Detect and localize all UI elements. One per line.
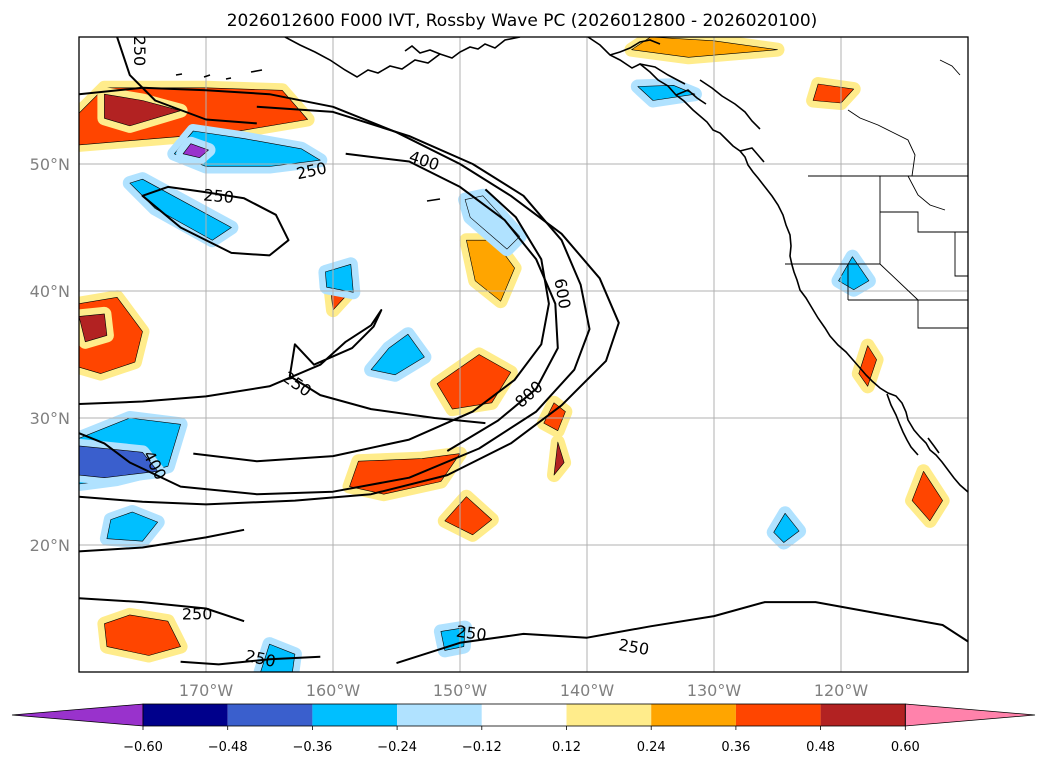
colorbar-segment — [735, 704, 821, 726]
ivt-contour-250 — [79, 528, 245, 553]
colorbar: −0.60 −0.48 −0.36 −0.24 −0.12 0.12 0.24 0.36 0.4… — [11, 703, 1036, 755]
lon-tick-label: 150°W — [433, 681, 488, 700]
colorbar-frame — [142, 703, 906, 727]
ivt-shading-layer — [79, 37, 950, 672]
ivt-neg-region-1 — [182, 143, 209, 158]
lat-tick-label: 20°N — [30, 536, 70, 555]
lon-tick-label: 130°W — [687, 681, 742, 700]
contour-label: 250 — [182, 605, 213, 624]
ivt-contour-250 — [79, 86, 620, 506]
colorbar-tick-label: −0.36 — [292, 740, 332, 755]
gridlines — [79, 37, 968, 672]
lon-tick-label: 160°W — [306, 681, 361, 700]
lon-tick-label: 140°W — [560, 681, 615, 700]
ivt-contour-250 — [180, 655, 321, 666]
ivt-pos-region-10 — [911, 471, 943, 522]
colorbar-segment — [481, 704, 567, 726]
ivt-pos-region-1 — [104, 93, 181, 127]
colorbar-tick-label: −0.12 — [462, 740, 502, 755]
map-frame — [78, 36, 969, 673]
colorbar-tick-label: 0.60 — [891, 740, 920, 755]
colorbar-extend-max — [904, 703, 1036, 727]
ivt-neg-region-11 — [106, 511, 158, 542]
coastline — [175, 37, 968, 493]
latitude-tick-labels: 50°N 40°N 30°N 20°N — [30, 155, 70, 555]
ivt-contour-250 — [116, 37, 257, 125]
ivt-pos-region-9 — [858, 345, 877, 387]
lat-tick-label: 30°N — [30, 409, 70, 428]
ivt-contour-400 — [79, 105, 591, 496]
contour-label: 250 — [455, 622, 488, 645]
lat-tick-label: 40°N — [30, 282, 70, 301]
ivt-contour-250 — [141, 185, 290, 257]
state-borders — [785, 59, 968, 329]
ivt-neg-region-10 — [773, 513, 800, 543]
ivt-pos-region-3 — [79, 313, 108, 343]
colorbar-segment — [227, 704, 313, 726]
ivt-pos-region-11 — [104, 614, 181, 656]
colorbar-tick-label: −0.48 — [208, 740, 248, 755]
ivt-contour-layer — [79, 37, 968, 666]
ivt-neg-region-9 — [838, 256, 870, 290]
ivt-contour-250 — [79, 597, 245, 623]
lat-tick-label: 50°N — [30, 155, 70, 174]
ivt-pos-region-8 — [553, 441, 565, 476]
colorbar-segment — [312, 704, 398, 726]
colorbar-tick-label: −0.60 — [123, 740, 163, 755]
ivt-contour-250 — [79, 309, 486, 425]
ivt-neg-region-4 — [79, 445, 158, 478]
ivt-pos-region-12 — [631, 37, 778, 58]
ivt-neg-region-5 — [370, 333, 425, 376]
colorbar-tick-label: 0.24 — [637, 740, 666, 755]
colorbar-segment — [651, 704, 736, 726]
ivt-neg-region-8 — [637, 85, 696, 101]
ivt-pos-region-4 — [436, 354, 512, 410]
lon-tick-label: 170°W — [179, 681, 234, 700]
ivt-neg-region-12 — [440, 627, 466, 651]
colorbar-tick-label: 0.48 — [806, 740, 835, 755]
colorbar-tick-label: 0.36 — [721, 740, 750, 755]
colorbar-segment — [820, 704, 906, 726]
longitude-tick-labels: 170°W 160°W 150°W 140°W 130°W 120°W — [179, 681, 869, 700]
chart-title: 2026012600 F000 IVT, Rossby Wave PC (202… — [227, 11, 818, 31]
ivt-neg-region-7 — [325, 264, 354, 293]
colorbar-tick-label: 0.12 — [552, 740, 581, 755]
contour-label: 250 — [203, 185, 235, 207]
colorbar-segment — [397, 704, 482, 726]
ivt-contour-800 — [193, 188, 550, 463]
colorbar-segment — [143, 704, 228, 726]
lon-tick-label: 120°W — [814, 681, 869, 700]
ivt-pos-region-14 — [444, 496, 493, 536]
ivt-contour-250 — [396, 601, 968, 665]
colorbar-extend-min — [11, 703, 144, 727]
colorbar-tick-label: −0.24 — [377, 740, 417, 755]
colorbar-segment — [566, 704, 652, 726]
contour-label: 250 — [130, 36, 149, 67]
